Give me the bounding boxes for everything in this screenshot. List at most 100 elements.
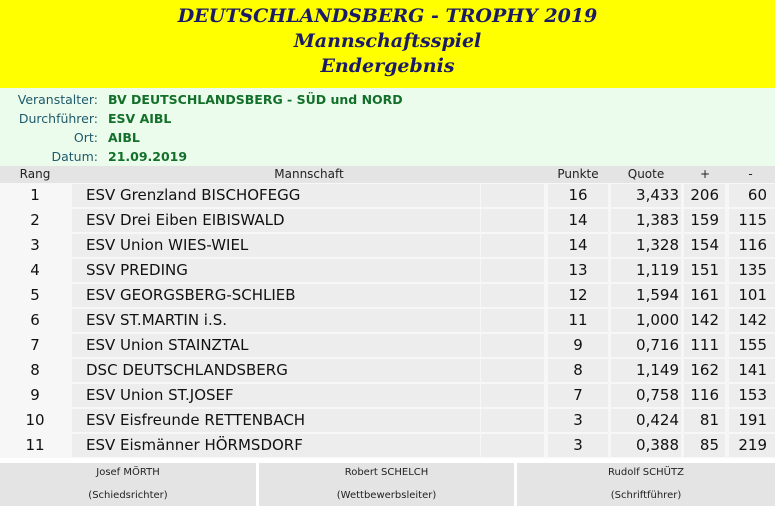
table-row: 6 ESV ST.MARTIN i.S. 11 1,000 142 142 xyxy=(0,308,775,333)
points-cell: 3 xyxy=(573,436,583,454)
points-cell: 16 xyxy=(568,186,588,204)
table-row: 4 SSV PREDING 13 1,119 151 135 xyxy=(0,258,775,283)
cell-background xyxy=(729,334,775,357)
cell-background xyxy=(481,434,544,457)
column-header-punkte: Punkte xyxy=(557,167,599,181)
plus-cell: 81 xyxy=(699,411,719,429)
points-cell: 8 xyxy=(573,361,583,379)
cell-background xyxy=(729,309,775,332)
cell-background xyxy=(684,284,725,307)
cell-background xyxy=(729,384,775,407)
cell-background xyxy=(72,259,480,282)
cell-background xyxy=(548,384,608,407)
team-name-cell: SSV PREDING xyxy=(86,261,188,279)
cell-background xyxy=(548,434,608,457)
team-name-cell: ESV Eismänner HÖRMSDORF xyxy=(86,436,303,454)
cell-background xyxy=(729,209,775,232)
meta-label: Datum: xyxy=(51,149,99,164)
plus-cell: 111 xyxy=(690,336,719,354)
meta-value: 21.09.2019 xyxy=(108,149,188,164)
rang-cell: 11 xyxy=(25,436,45,454)
team-name-cell: ESV Drei Eiben EIBISWALD xyxy=(86,211,285,229)
points-cell: 7 xyxy=(573,386,583,404)
team-name-cell: ESV GEORGSBERG-SCHLIEB xyxy=(86,286,296,304)
cell-background xyxy=(684,209,725,232)
result-label: Endergebnis xyxy=(320,55,455,77)
plus-cell: 154 xyxy=(690,236,719,254)
cell-background xyxy=(548,409,608,432)
quote-cell: 0,388 xyxy=(636,436,679,454)
cell-background xyxy=(611,209,681,232)
cell-background xyxy=(611,434,681,457)
table-row: 8 DSC DEUTSCHLANDSBERG 8 1,149 162 141 xyxy=(0,358,775,383)
team-name-cell: DSC DEUTSCHLANDSBERG xyxy=(86,361,288,379)
quote-cell: 1,149 xyxy=(636,361,679,379)
plus-cell: 142 xyxy=(690,311,719,329)
minus-cell: 60 xyxy=(747,186,767,204)
meta-label: Ort: xyxy=(73,130,98,145)
signature-role: (Wettbewerbsleiter) xyxy=(336,490,437,501)
quote-cell: 0,758 xyxy=(636,386,679,404)
cell-background xyxy=(548,284,608,307)
signature-competition-leader: Robert SCHELCH (Wettbewerbsleiter) xyxy=(259,463,514,506)
cell-background xyxy=(72,234,480,257)
team-name-cell: ESV Union ST.JOSEF xyxy=(86,386,234,404)
rang-cell: 5 xyxy=(30,286,40,304)
minus-cell: 219 xyxy=(738,436,767,454)
points-cell: 14 xyxy=(568,211,588,229)
table-row: 5 ESV GEORGSBERG-SCHLIEB 12 1,594 161 101 xyxy=(0,283,775,308)
rang-cell: 1 xyxy=(30,186,40,204)
cell-background xyxy=(611,359,681,382)
quote-cell: 1,383 xyxy=(636,211,679,229)
rang-cell: 10 xyxy=(25,411,45,429)
event-info: Veranstalter: BV DEUTSCHLANDSBERG - SÜD … xyxy=(0,88,775,166)
cell-background xyxy=(548,209,608,232)
quote-cell: 0,424 xyxy=(636,411,679,429)
cell-background xyxy=(548,309,608,332)
column-header-minus: - xyxy=(748,167,753,181)
rang-cell: 2 xyxy=(30,211,40,229)
competition-type: Mannschaftsspiel xyxy=(293,30,482,52)
rang-cell: 4 xyxy=(30,261,40,279)
signature-name: Robert SCHELCH xyxy=(344,467,429,478)
cell-background xyxy=(611,309,681,332)
cell-background xyxy=(548,259,608,282)
plus-cell: 206 xyxy=(690,186,719,204)
minus-cell: 141 xyxy=(738,361,767,379)
cell-background xyxy=(548,359,608,382)
points-cell: 12 xyxy=(568,286,588,304)
minus-cell: 142 xyxy=(738,311,767,329)
minus-cell: 115 xyxy=(738,211,767,229)
cell-background xyxy=(611,409,681,432)
column-header-rang: Rang xyxy=(19,167,51,181)
signature-secretary: Rudolf SCHÜTZ (Schriftführer) xyxy=(517,463,775,506)
cell-background xyxy=(684,234,725,257)
column-header-mannschaft: Mannschaft xyxy=(274,167,344,181)
table-row: 11 ESV Eismänner HÖRMSDORF 3 0,388 85 219 xyxy=(0,433,775,458)
cell-background xyxy=(481,259,544,282)
signature-name: Rudolf SCHÜTZ xyxy=(608,467,684,478)
team-name-cell: ESV Grenzland BISCHOFEGG xyxy=(86,186,301,204)
minus-cell: 153 xyxy=(738,386,767,404)
cell-background xyxy=(684,434,725,457)
points-cell: 9 xyxy=(573,336,583,354)
cell-background xyxy=(729,359,775,382)
quote-cell: 1,119 xyxy=(636,261,679,279)
table-row: 2 ESV Drei Eiben EIBISWALD 14 1,383 159 115 xyxy=(0,208,775,233)
cell-background xyxy=(611,234,681,257)
title-banner: DEUTSCHLANDSBERG - TROPHY 2019 Mannschaf… xyxy=(0,0,775,88)
table-row: 1 ESV Grenzland BISCHOFEGG 16 3,433 206 60 xyxy=(0,183,775,208)
cell-background xyxy=(684,309,725,332)
plus-cell: 159 xyxy=(690,211,719,229)
cell-background xyxy=(611,184,681,207)
column-header-quote: Quote xyxy=(627,167,665,181)
points-cell: 3 xyxy=(573,411,583,429)
cell-background xyxy=(684,359,725,382)
table-row: 7 ESV Union STAINZTAL 9 0,716 111 155 xyxy=(0,333,775,358)
cell-background xyxy=(729,259,775,282)
cell-background xyxy=(611,259,681,282)
plus-cell: 161 xyxy=(690,286,719,304)
points-cell: 14 xyxy=(568,236,588,254)
table-row: 10 ESV Eisfreunde RETTENBACH 3 0,424 81 191 xyxy=(0,408,775,433)
plus-cell: 116 xyxy=(690,386,719,404)
